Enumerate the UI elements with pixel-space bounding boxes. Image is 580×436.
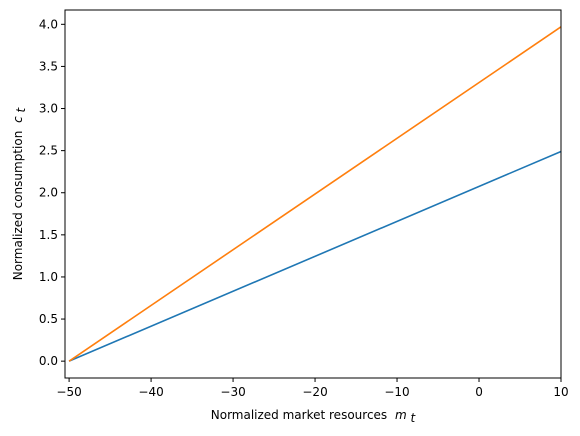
y-tick-label: 3.0 (39, 102, 58, 116)
y-tick-label: 2.5 (39, 144, 58, 158)
y-tick-label: 1.5 (39, 228, 58, 242)
x-tick-label: −10 (384, 385, 409, 399)
x-tick-label: −50 (56, 385, 81, 399)
series-line-2 (68, 26, 562, 362)
y-tick-label: 2.0 (39, 186, 58, 200)
x-tick-label: 0 (475, 385, 483, 399)
y-axis: 0.0 0.5 1.0 1.5 2.0 2.5 3.0 3.5 4.0 (39, 17, 65, 368)
y-tick-label: 0.5 (39, 312, 58, 326)
x-axis-label: Normalized market resources m t (211, 408, 417, 425)
x-tick-label: −30 (220, 385, 245, 399)
plot-frame (64, 9, 562, 379)
y-tick-label: 0.0 (39, 354, 58, 368)
y-tick-label: 3.5 (39, 59, 58, 73)
x-axis: −50 −40 −30 −20 −10 0 10 (56, 378, 569, 399)
y-axis-label: Normalized consumption c t (11, 106, 28, 280)
y-tick-label: 1.0 (39, 270, 58, 284)
y-tick-label: 4.0 (39, 17, 58, 31)
x-tick-label: 10 (553, 385, 568, 399)
series-layer (68, 26, 562, 362)
series-line-1 (68, 150, 562, 362)
x-tick-label: −40 (138, 385, 163, 399)
x-tick-label: −20 (302, 385, 327, 399)
